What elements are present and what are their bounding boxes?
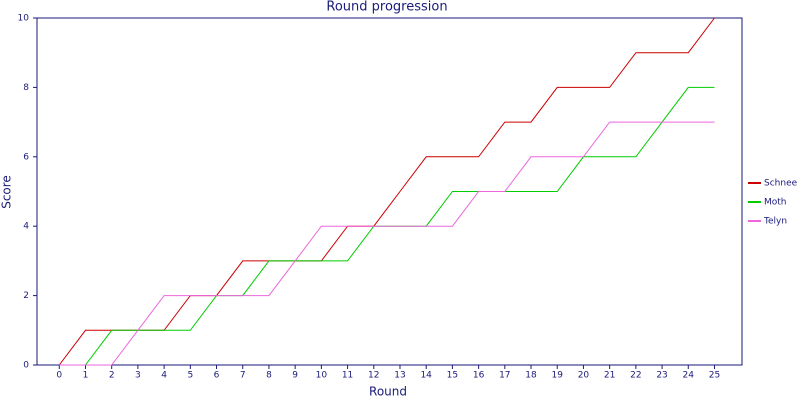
x-tick-label: 5 xyxy=(187,371,193,381)
x-tick-label: 21 xyxy=(604,371,615,381)
y-axis-label: Score xyxy=(0,175,14,209)
y-tick-label: 6 xyxy=(23,152,29,162)
legend-label: Telyn xyxy=(763,217,787,227)
series-line xyxy=(59,121,715,366)
x-tick-label: 2 xyxy=(109,371,115,381)
x-tick-label: 14 xyxy=(420,371,432,381)
y-tick-label: 8 xyxy=(23,83,29,93)
x-tick-label: 23 xyxy=(656,371,667,381)
x-tick-label: 19 xyxy=(552,371,564,381)
x-tick-label: 17 xyxy=(499,371,510,381)
x-tick-label: 22 xyxy=(630,371,641,381)
x-tick-label: 11 xyxy=(342,371,353,381)
x-tick-label: 20 xyxy=(578,371,590,381)
series-line xyxy=(58,17,715,366)
chart-title: Round progression xyxy=(326,0,447,15)
x-tick-label: 6 xyxy=(214,371,220,381)
x-tick-label: 15 xyxy=(447,371,458,381)
y-tick-label: 10 xyxy=(18,14,30,24)
legend-label: Schnee xyxy=(764,179,798,189)
y-tick-label: 0 xyxy=(23,361,29,371)
x-tick-label: 3 xyxy=(135,371,141,381)
x-tick-label: 4 xyxy=(161,371,167,381)
x-axis-label: Round xyxy=(369,385,407,399)
x-tick-label: 18 xyxy=(525,371,537,381)
x-tick-label: 13 xyxy=(394,371,405,381)
x-tick-label: 24 xyxy=(683,371,695,381)
x-tick-label: 25 xyxy=(709,371,720,381)
x-tick-label: 0 xyxy=(56,371,62,381)
x-tick-label: 12 xyxy=(368,371,379,381)
x-tick-label: 10 xyxy=(316,371,328,381)
y-tick-label: 4 xyxy=(23,222,29,232)
plot-frame xyxy=(36,17,743,366)
y-tick-label: 2 xyxy=(23,291,29,301)
x-tick-label: 7 xyxy=(240,371,246,381)
legend-label: Moth xyxy=(764,198,787,208)
x-tick-label: 1 xyxy=(83,371,89,381)
x-tick-label: 16 xyxy=(473,371,485,381)
x-tick-label: 9 xyxy=(292,371,298,381)
x-tick-label: 8 xyxy=(266,371,272,381)
